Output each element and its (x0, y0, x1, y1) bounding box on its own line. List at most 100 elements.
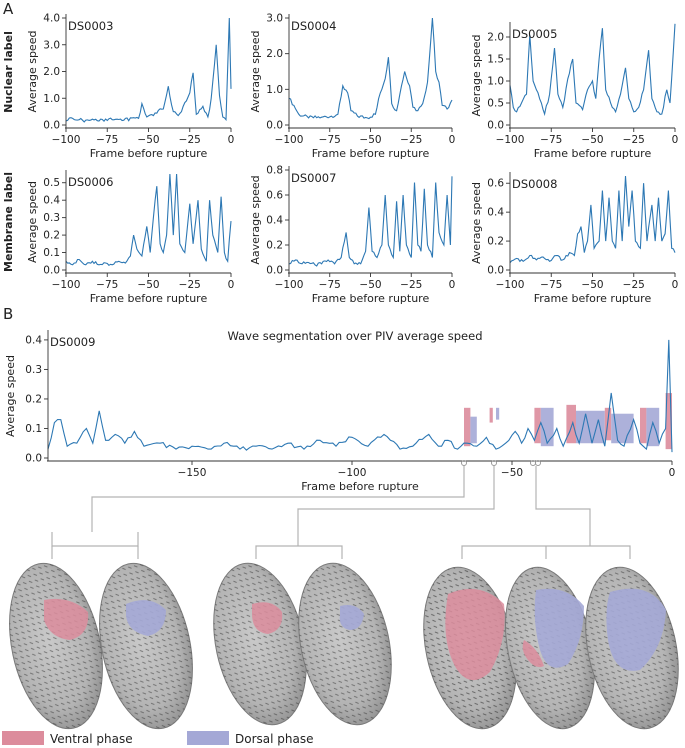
legend-swatch-ventral (2, 731, 44, 745)
ventral-region (252, 602, 283, 634)
segment-ventral (489, 407, 493, 423)
y-tick-label: 2.0 (43, 66, 60, 78)
x-tick-label: 0 (672, 279, 679, 291)
dataset-label: DS0003 (68, 19, 113, 33)
x-tick-label: −150 (178, 467, 207, 479)
series-line (288, 17, 453, 120)
x-tick-label: −100 (52, 134, 81, 146)
plot-title: Wave segmentation over PIV average speed (227, 329, 482, 343)
x-tick-label: −25 (623, 279, 645, 291)
chart-ds0005: −100 −75 −50 −25 0 0.0 0.5 1.0 1.5 2.0 Frame befor… (470, 22, 678, 160)
y-tick-label: 0.2 (487, 236, 504, 248)
connector-1 (91, 466, 465, 532)
y-tick-label: 0.3 (43, 212, 60, 224)
dorsal-region (606, 588, 666, 671)
marker-3b (535, 460, 541, 466)
x-axis-label: Frame before rupture (534, 147, 652, 160)
y-tick-label: 0.0 (25, 453, 42, 465)
x-tick-label: −50 (359, 134, 381, 146)
series-line (65, 173, 232, 267)
series-line (509, 175, 676, 264)
dorsal-region (126, 600, 166, 636)
x-tick-label: −50 (137, 134, 159, 146)
segment-dorsal (540, 407, 554, 447)
y-tick-label: 3.0 (43, 39, 60, 51)
dataset-label: DS0005 (512, 27, 557, 41)
chart-ds0009: −150 −100 −50 0 0.0 0.1 0.2 0.3 0.4 Frame before … (4, 329, 675, 493)
y-tick-label: 0.4 (266, 215, 283, 227)
x-tick-label: −75 (540, 134, 562, 146)
y-tick-label: 0.5 (43, 177, 60, 189)
y-tick-label: 0.3 (25, 364, 42, 376)
ventral-region (522, 640, 544, 668)
panel-letter-b: B (3, 305, 13, 323)
y-tick-label: 1.0 (487, 76, 504, 88)
x-tick-label: −100 (52, 279, 81, 291)
x-tick-label: −25 (623, 134, 645, 146)
y-tick-label: 0.0 (43, 120, 60, 132)
y-tick-label: 0.6 (487, 178, 504, 190)
series-line (47, 339, 673, 453)
x-tick-label: −25 (179, 279, 201, 291)
x-axis-label: Frame before rupture (534, 292, 652, 305)
y-tick-label: 0.4 (25, 334, 42, 346)
dataset-label: DS0006 (68, 175, 113, 189)
x-axis-label: Frame before rupture (301, 480, 419, 493)
x-tick-label: −50 (581, 134, 603, 146)
connector-2 (297, 466, 495, 532)
segment-ventral (665, 393, 672, 450)
x-tick-label: −100 (496, 279, 525, 291)
x-tick-label: −75 (319, 279, 341, 291)
x-tick-label: −75 (540, 279, 562, 291)
x-tick-label: −50 (581, 279, 603, 291)
y-tick-label: 1.0 (43, 93, 60, 105)
chart-ds0007: −100 −75 −50 −25 0 0.0 0.2 0.4 0.6 0.8 Frame befor… (249, 165, 455, 306)
dataset-label: DS0009 (50, 335, 95, 349)
y-tick-label: 2.0 (266, 48, 283, 60)
x-tick-label: −100 (338, 467, 367, 479)
x-axis-label: Frame before rupture (90, 292, 208, 305)
y-tick-label: 0.1 (25, 423, 42, 435)
x-tick-label: −50 (501, 467, 523, 479)
x-tick-label: 0 (228, 134, 235, 146)
x-tick-label: 0 (672, 134, 679, 146)
piv-vectors (9, 563, 103, 729)
chart-ds0003: −100 −75 −50 −25 0 0.0 1.0 2.0 3.0 4.0 Frame befor… (26, 13, 234, 161)
connector-3 (535, 466, 591, 532)
dataset-label: DS0004 (291, 19, 336, 33)
x-tick-label: −75 (96, 134, 118, 146)
embryo-group-2 (213, 562, 392, 726)
dorsal-region (534, 588, 584, 668)
legend-swatch-dorsal (187, 731, 229, 745)
x-tick-label: 0 (228, 279, 235, 291)
x-axis-label: Frame before rupture (90, 147, 208, 160)
x-tick-label: −100 (496, 134, 525, 146)
x-tick-label: −100 (275, 279, 304, 291)
x-axis-label: Frame before rupture (312, 292, 430, 305)
y-axis-label: Average speed (470, 35, 483, 117)
y-axis-label: Average speed (4, 355, 17, 437)
y-tick-label: 0.4 (43, 195, 60, 207)
x-tick-label: −25 (179, 134, 201, 146)
x-tick-label: −75 (96, 279, 118, 291)
dataset-label: DS0007 (291, 171, 336, 185)
bracket-1 (51, 532, 139, 547)
legend: Ventral phase Dorsal phase (2, 731, 313, 746)
y-axis-label: Aaverage speed (249, 175, 262, 264)
series-line (288, 176, 453, 267)
segment-dorsal (496, 407, 500, 420)
chart-ds0008: −100 −75 −50 −25 0 0.0 0.2 0.4 0.6 Frame before r… (470, 172, 678, 305)
segment-ventral (640, 407, 647, 444)
chart-ds0004: −100 −75 −50 −25 0 0.0 1.0 2.0 3.0 Frame before r… (249, 13, 455, 161)
segment-ventral (534, 407, 541, 444)
y-tick-label: 0.2 (43, 230, 60, 242)
marker-1 (461, 460, 467, 466)
y-tick-label: 1.5 (487, 54, 504, 66)
segment-dorsal (470, 416, 477, 444)
y-tick-label: 0.0 (266, 120, 283, 132)
y-tick-label: 0.5 (487, 98, 504, 110)
series-line (509, 23, 676, 117)
y-tick-label: 0.6 (266, 190, 283, 202)
y-tick-label: 0.0 (487, 265, 504, 277)
legend-label-ventral: Ventral phase (50, 732, 133, 746)
